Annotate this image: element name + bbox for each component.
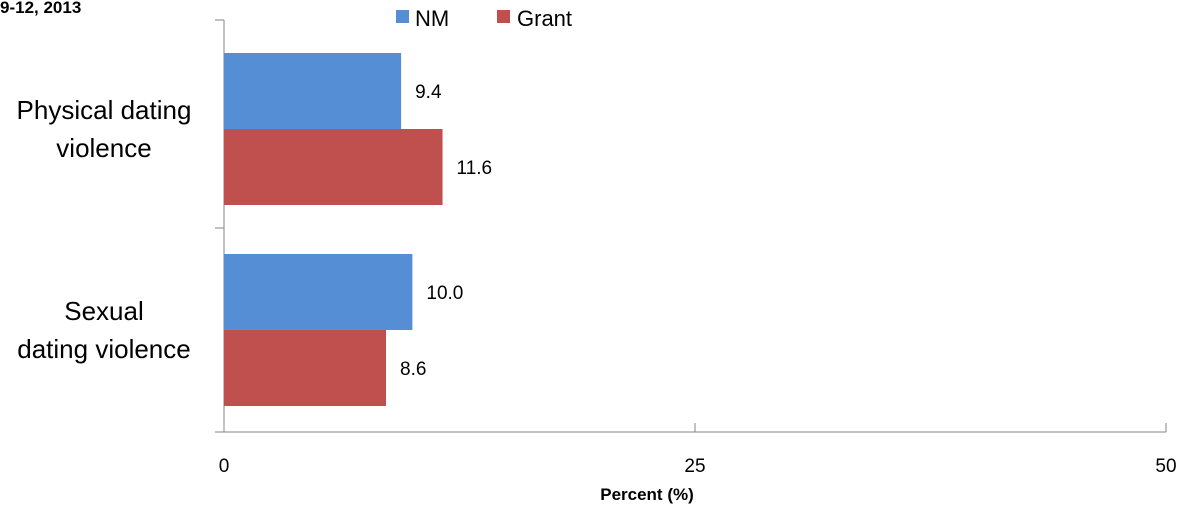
category-label-0-line-0: Physical dating	[17, 95, 192, 125]
legend-swatch-grant	[497, 10, 510, 23]
bar-nm-0	[224, 53, 402, 129]
data-label-nm-1: 10.0	[426, 283, 463, 304]
legend: NM Grant	[396, 6, 572, 31]
data-label-nm-0: 9.4	[415, 82, 442, 103]
bar-nm-1	[224, 254, 413, 330]
data-label-grant-1: 8.6	[400, 359, 426, 380]
legend-label-nm: NM	[415, 6, 449, 31]
legend-swatch-nm	[396, 10, 409, 23]
x-axis-title: Percent (%)	[600, 485, 694, 504]
category-label-1-line-1: dating violence	[17, 334, 190, 364]
category-label-0-line-1: violence	[56, 133, 151, 163]
legend-label-grant: Grant	[517, 6, 572, 31]
x-tick-label-25: 25	[684, 456, 705, 477]
x-tick-label-0: 0	[219, 456, 230, 477]
chart-title-fragment: 9-12, 2013	[0, 0, 81, 17]
x-tick-label-50: 50	[1155, 456, 1176, 477]
bar-grant-1	[224, 330, 387, 406]
plot-area: 0 25 50 9.4 11.6 Physical dating violence 10.0 8…	[17, 19, 1177, 477]
category-label-1-line-0: Sexual	[64, 296, 144, 326]
data-label-grant-0: 11.6	[457, 158, 493, 179]
bar-grant-0	[224, 129, 443, 205]
